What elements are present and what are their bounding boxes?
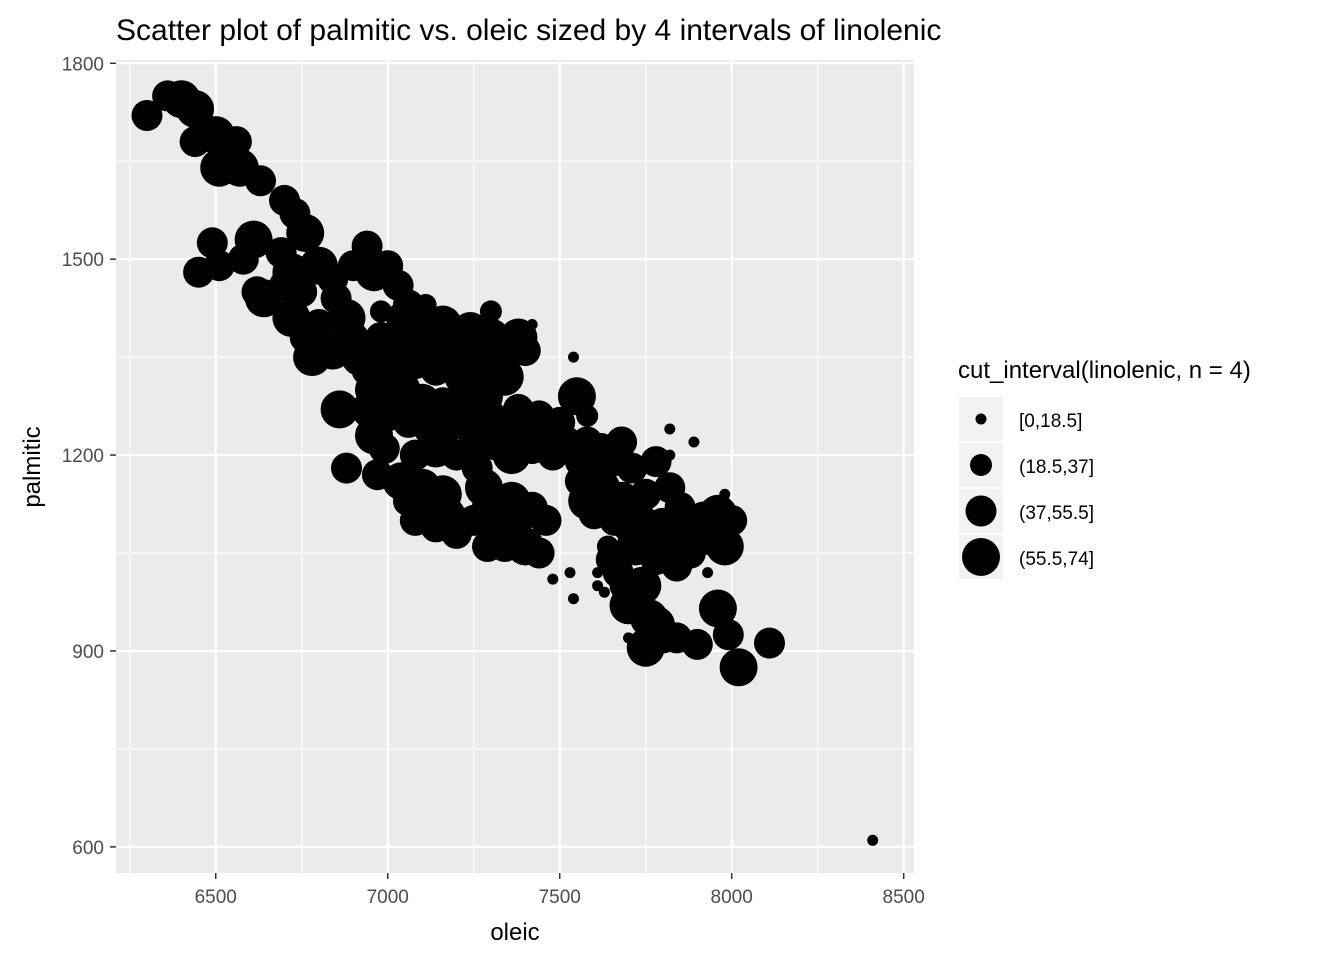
data-point [509,335,541,367]
legend-key-symbol [970,454,992,476]
data-point [606,426,638,458]
data-point [564,567,576,579]
data-point [592,580,604,592]
data-point [616,452,648,484]
data-point [716,504,748,536]
data-point [592,567,604,579]
data-point [702,567,714,579]
data-point [623,632,634,644]
legend-keys: [0,18.5] (18.5,37] (37,55.5] (55.5,74] [959,397,1094,579]
data-point [303,309,335,340]
chart-title: Scatter plot of palmitic vs. oleic sized… [116,14,941,47]
data-point [568,593,579,605]
x-axis-title: oleic [490,919,539,946]
data-point [664,449,676,461]
data-point [576,404,599,427]
data-point [547,573,559,585]
y-tick-label: 600 [72,838,104,859]
x-tick-label: 7000 [367,887,409,908]
legend-key-symbol [965,495,997,527]
legend-title: cut_interval(linolenic, n = 4) [958,357,1251,384]
data-point [754,627,785,659]
y-tick-label: 1200 [62,446,104,467]
data-point [203,250,235,282]
data-point [414,293,437,316]
data-point [598,586,610,598]
data-point [705,527,744,566]
x-axis: 6500 7000 7500 8000 8500 [195,873,925,908]
data-point [234,220,273,259]
data-point [479,300,502,323]
data-point [523,537,555,569]
data-point [245,165,276,197]
data-point [131,100,163,131]
legend-label: (37,55.5] [1019,503,1094,524]
y-axis-title: palmitic [19,426,46,507]
data-point [672,535,695,558]
data-point [526,319,538,330]
data-point [530,504,562,536]
y-tick-label: 1500 [62,250,104,271]
legend-key-symbol [962,538,1000,576]
data-point [368,433,400,464]
data-points [131,80,879,846]
x-tick-label: 8000 [711,887,753,908]
x-tick-label: 7500 [539,887,581,908]
data-point [286,214,325,252]
data-point [719,648,758,687]
data-point [681,628,713,660]
data-point [320,390,359,429]
legend-label: (18.5,37] [1019,457,1094,478]
data-point [369,300,392,323]
data-point [596,535,619,558]
y-axis: 600 900 1200 1500 1800 [62,54,116,859]
data-point [712,619,744,651]
data-point [688,436,700,448]
data-point [626,628,665,667]
data-point [630,478,662,510]
data-point [331,452,362,484]
data-point [640,446,672,478]
y-tick-label: 900 [72,642,104,663]
data-point [698,589,737,628]
legend-label: [0,18.5] [1019,411,1082,432]
data-point [568,351,579,363]
legend-key-symbol [975,413,987,425]
x-tick-label: 8500 [883,887,925,908]
y-tick-label: 1800 [62,54,104,75]
data-point [719,488,731,500]
legend: cut_interval(linolenic, n = 4) [0,18.5] (… [958,357,1251,579]
data-point [664,491,696,523]
legend-label: (55.5,74] [1019,549,1094,570]
data-point [867,834,879,846]
data-point [664,423,676,435]
data-point [465,468,503,507]
data-point [609,570,641,602]
data-point [176,90,215,128]
x-tick-label: 6500 [195,887,237,908]
